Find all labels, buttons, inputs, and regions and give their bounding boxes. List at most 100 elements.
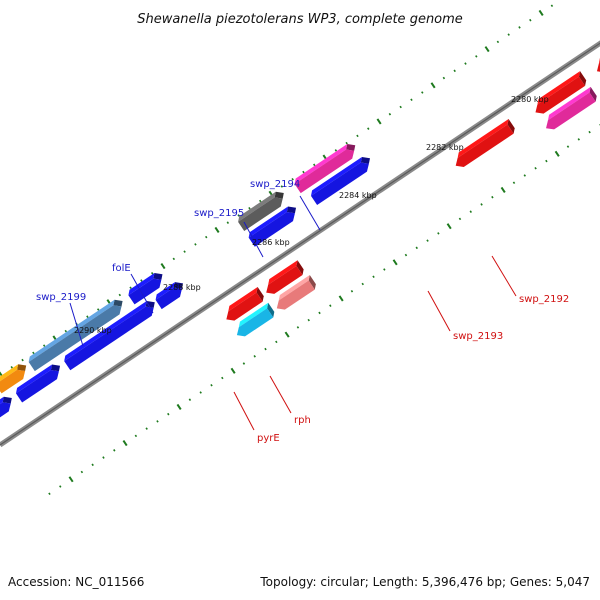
gene-label-rph[interactable]: rph [294, 415, 311, 426]
outer-tick-mark [194, 243, 197, 246]
gene-top [128, 273, 155, 296]
gene-side [256, 286, 264, 302]
gene-arrow[interactable] [530, 71, 588, 117]
inner-tick-mark [500, 186, 506, 194]
inner-tick-mark [242, 362, 246, 365]
genome-summary: Topology: circular; Length: 5,396,476 bp… [259, 575, 590, 589]
inner-tick-mark [554, 150, 560, 157]
inner-tick-mark [221, 376, 224, 380]
inner-tick-mark [167, 412, 170, 416]
inner-tick-mark [534, 167, 537, 170]
gene-top [155, 282, 175, 300]
gene-label-fole[interactable]: folE [112, 263, 131, 274]
gene-top [294, 143, 348, 185]
gene-body [64, 306, 154, 371]
gene-arrow[interactable] [62, 298, 160, 371]
gene-arrow[interactable] [261, 260, 306, 297]
gene-body [248, 212, 295, 247]
gene-body [226, 292, 263, 321]
gene-label-swp-2193[interactable]: swp_2193 [453, 331, 503, 342]
gene-arrow-fole[interactable] [126, 270, 168, 305]
inner-tick-track [48, 123, 600, 495]
accession-text: Accession: NC_011566 [8, 575, 144, 589]
gene-label-swp-2194[interactable]: swp_2194 [250, 179, 300, 190]
outer-tick-mark [32, 351, 35, 355]
inner-tick-mark [545, 159, 548, 163]
outer-tick-mark [183, 250, 186, 253]
gene-arrow-swp-2199[interactable] [26, 296, 127, 372]
callout-line-fole [130, 273, 154, 314]
outer-tick-mark [160, 263, 166, 270]
gene-arrow[interactable] [0, 361, 31, 394]
gene-label-swp-2199[interactable]: swp_2199 [36, 292, 86, 303]
outer-tick-mark [367, 127, 370, 130]
gene-arrow-swp-2194[interactable] [292, 141, 360, 194]
gene-arrow[interactable] [592, 33, 600, 76]
inner-tick-mark [134, 434, 138, 438]
outer-tick-mark [96, 308, 100, 311]
gene-arrow-swp-2193[interactable] [450, 118, 517, 170]
inner-tick-mark [113, 449, 116, 452]
gene-side [578, 71, 587, 86]
gene-arrow-swp-2192[interactable] [541, 86, 599, 133]
gene-side [346, 143, 356, 151]
gene-side [153, 273, 163, 280]
outer-tick-mark [538, 9, 544, 17]
callout-line-swp-2199 [69, 302, 84, 347]
inner-tick-mark [318, 311, 321, 315]
gene-label-pyre[interactable]: pyrE [257, 433, 280, 444]
inner-tick-mark [512, 181, 516, 185]
inner-tick-mark [275, 340, 278, 344]
inner-tick-mark [296, 326, 300, 329]
gene-top [238, 191, 276, 222]
scale-labels: 2280 kbp 2282 kbp 2284 kbp 2286 kbp 2288… [74, 95, 549, 335]
gene-top [64, 301, 147, 362]
outer-tick-mark [313, 163, 316, 167]
gene-side [286, 206, 297, 214]
outer-tick-mark [518, 26, 521, 29]
scale-label-2290: 2290 kbp [74, 326, 112, 335]
map-track [0, 4, 600, 495]
outer-tick-mark [140, 279, 143, 282]
inner-tick-mark [145, 427, 148, 430]
gene-side [308, 274, 316, 290]
outer-tick-mark [496, 40, 500, 44]
scale-label-2284: 2284 kbp [339, 191, 377, 200]
outer-tick-mark [64, 329, 68, 333]
scale-label-2282: 2282 kbp [426, 143, 464, 152]
gene-arrow[interactable] [246, 203, 301, 247]
gene-body [266, 265, 303, 294]
outer-tick-mark [464, 62, 467, 65]
inner-tick-mark [361, 282, 364, 286]
gene-label-swp-2195[interactable]: swp_2195 [194, 208, 244, 219]
inner-tick-mark [338, 295, 344, 302]
gene-arrow[interactable] [153, 279, 188, 310]
gene-arrow[interactable] [14, 361, 66, 403]
gene-label-swp-2192[interactable]: swp_2192 [519, 294, 569, 305]
callout-line-swp-2192 [491, 255, 517, 297]
inner-tick-mark [446, 223, 452, 230]
gene-arrow[interactable] [309, 154, 376, 206]
gene-body [0, 402, 11, 426]
gene-body [28, 305, 122, 372]
gene-body [238, 197, 283, 231]
outer-tick-mark [507, 33, 510, 36]
gene-callouts: swp_2194 swp_2195 folE swp_2199 swp_2192… [36, 179, 569, 444]
gene-top [238, 302, 269, 328]
callout-line-pyre [233, 391, 255, 431]
callout-line-swp-2194 [299, 195, 321, 231]
outer-tick-mark [442, 76, 446, 80]
gene-top [0, 364, 19, 385]
outer-tick-mark [118, 293, 122, 297]
inner-tick-mark [284, 331, 290, 338]
gene-arrow[interactable] [232, 302, 277, 340]
inner-tick-mark [523, 174, 527, 177]
gene-arrow[interactable] [0, 393, 17, 426]
gene-arrow-rph[interactable] [272, 274, 319, 313]
inner-tick-mark [392, 259, 398, 266]
gene-arrow-pyre[interactable] [221, 286, 266, 324]
callout-line-rph [269, 375, 292, 414]
gene-arrow-swp-2195[interactable] [236, 188, 289, 231]
outer-tick-mark [453, 69, 456, 73]
